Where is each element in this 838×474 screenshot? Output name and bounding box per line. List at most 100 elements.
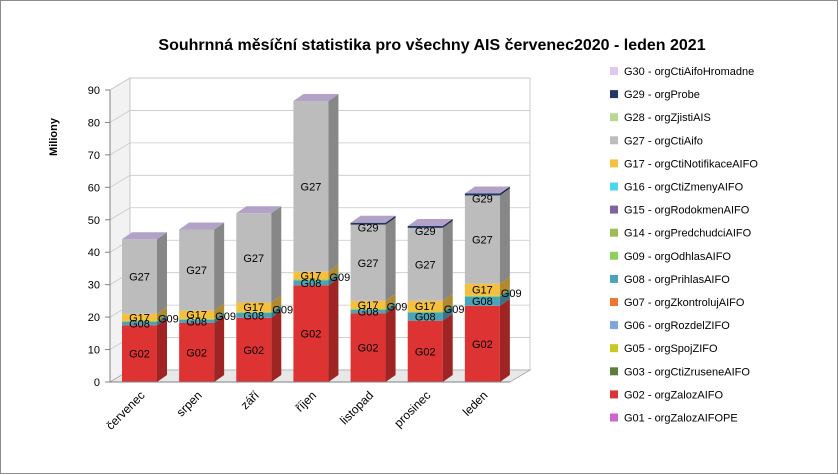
legend-item-g27: G27 - orgCtiAifo (610, 135, 703, 147)
bar-side-g27 (214, 222, 225, 311)
legend-swatch (610, 159, 618, 168)
x-tick-label: leden (460, 388, 491, 419)
legend-label: G05 - orgSpojZIFO (624, 343, 718, 355)
bar-segment-g27 (293, 101, 329, 272)
x-tick-label: srpen (174, 388, 205, 419)
bar-side-g08 (385, 302, 396, 314)
bar-segment-g02 (236, 317, 272, 382)
gridline (109, 110, 530, 123)
bar-segment-g29 (464, 193, 500, 196)
data-label-g17: G17 (129, 312, 150, 324)
bar-side-g09 (157, 314, 167, 322)
bar-segment-g09 (350, 309, 386, 310)
y-tick-label: 60 (88, 182, 100, 194)
y-tick-label: 80 (88, 117, 100, 129)
bar-top (122, 232, 167, 240)
legend-item-g01: G01 - orgZalozAIFOPE (610, 413, 738, 425)
bar-segment-g17 (464, 283, 500, 296)
data-label-g08: G08 (415, 312, 436, 324)
bar-side-g27 (271, 206, 282, 303)
bar-side-g08 (499, 289, 510, 306)
bar-side-g29 (442, 218, 453, 228)
bar-top (293, 94, 339, 102)
gridline (109, 174, 530, 188)
data-label-g27: G27 (243, 253, 264, 265)
bar-top (407, 218, 453, 226)
data-label-g09: G09 (501, 288, 522, 300)
legend-item-g15: G15 - orgRodokmenAIFO (610, 205, 750, 217)
data-label-g08: G08 (186, 316, 207, 328)
bar-side-g09 (499, 288, 510, 297)
data-label-g17: G17 (186, 310, 207, 322)
bar-side-g08 (328, 273, 339, 286)
data-label-g08: G08 (358, 307, 379, 319)
y-axis-label: Miliony (48, 117, 60, 156)
bar-segment-g08 (236, 312, 272, 318)
legend-label: G30 - orgCtiAifoHromadne (624, 66, 754, 78)
bar-side-g27 (442, 220, 453, 301)
legend-swatch (610, 251, 618, 260)
data-label-g27: G27 (186, 265, 207, 277)
legend-swatch (610, 228, 618, 237)
legend-label: G08 - orgPrihlasAIFO (624, 274, 730, 286)
legend-item-g03: G03 - orgCtiZruseneAIFO (610, 366, 750, 378)
bar-side-g09 (328, 272, 339, 281)
data-label-g17: G17 (243, 302, 264, 314)
legend-label: G07 - orgZkontrolujAIFO (624, 297, 745, 309)
bar-top (236, 206, 282, 214)
legend-item-g09: G09 - orgOdhlasAIFO (610, 251, 731, 263)
y-tick-label: 20 (88, 312, 100, 324)
legend-label: G03 - orgCtiZruseneAIFO (624, 366, 750, 378)
data-label-g27: G27 (415, 259, 436, 271)
bar-segment-g29 (350, 222, 386, 225)
legend-item-g29: G29 - orgProbe (610, 89, 700, 101)
legend-label: G29 - orgProbe (624, 89, 700, 101)
data-label-g08: G08 (301, 278, 322, 290)
bar-side-g02 (271, 310, 282, 382)
bar-segment-g08 (122, 321, 157, 326)
data-label-g02: G02 (415, 346, 436, 358)
data-label-g17: G17 (472, 285, 493, 297)
bar-segment-g08 (464, 296, 500, 306)
legend-swatch (610, 321, 618, 330)
legend-label: G02 - orgZalozAIFO (624, 389, 723, 401)
legend-item-g05: G05 - orgSpojZIFO (610, 343, 718, 355)
y-tick-label: 90 (88, 85, 100, 97)
bar-side-g17 (385, 293, 396, 309)
bar-side-g09 (385, 302, 396, 310)
bar-side-g02 (157, 318, 167, 382)
data-label-g29: G29 (415, 226, 436, 238)
y-tick-label: 10 (88, 345, 100, 357)
bar-segment-g02 (179, 322, 215, 382)
chart-title: Souhrnná měsíční statistika pro všechny … (158, 37, 705, 54)
bar-segment-g17 (122, 313, 157, 322)
bar-segment-g17 (293, 271, 329, 280)
data-label-g02: G02 (243, 345, 264, 357)
bar-segment-g02 (350, 313, 386, 382)
bar-side-g17 (271, 295, 282, 312)
data-label-g17: G17 (301, 271, 322, 283)
legend-item-g06: G06 - orgRozdelZIFO (610, 320, 730, 332)
legend-item-g28: G28 - orgZjistiAIS (610, 112, 711, 124)
bar-stack-2: G02 G08 G09 G17 G27 (179, 222, 236, 382)
y-tick-label: 30 (88, 280, 100, 292)
data-label-g02: G02 (358, 343, 379, 355)
bar-segment-g09 (122, 321, 157, 322)
bar-top (179, 222, 225, 230)
data-label-g09: G09 (158, 313, 179, 325)
x-tick-label: červenec (103, 388, 147, 432)
bar-segment-g08 (407, 312, 443, 321)
bar-segment-g17 (407, 300, 443, 312)
legend-label: G15 - orgRodokmenAIFO (624, 205, 750, 217)
bar-side-g17 (499, 276, 510, 296)
legend-label: G01 - orgZalozAIFOPE (624, 413, 738, 425)
legend-label: G28 - orgZjistiAIS (624, 112, 711, 124)
data-label-g29: G29 (358, 223, 379, 235)
bar-side-g02 (328, 278, 339, 382)
x-tick-label: září (238, 388, 263, 413)
bar-side-g27 (157, 232, 167, 314)
bar-stack-7: G02 G08 G09 G17 G27 G29 (464, 186, 522, 382)
bar-segment-g27 (236, 213, 272, 303)
bar-side-g02 (442, 313, 453, 382)
